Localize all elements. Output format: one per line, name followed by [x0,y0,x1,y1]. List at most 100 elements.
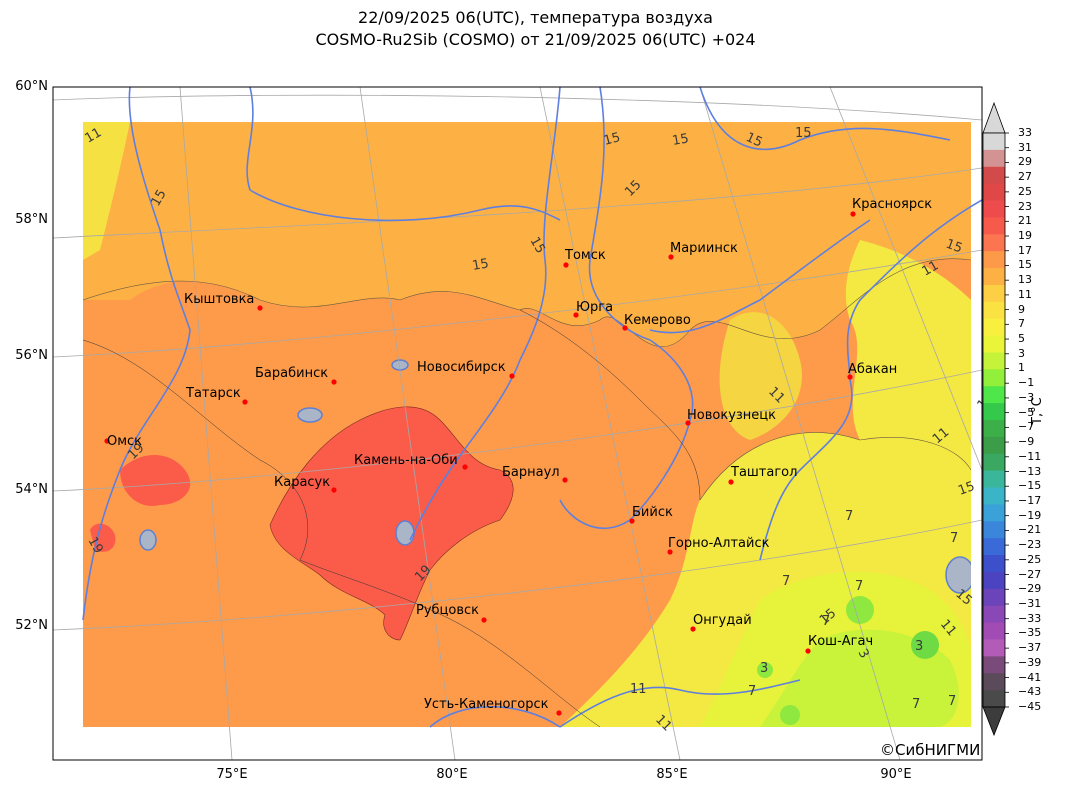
city-marker [562,477,568,483]
colorbar-tick-label: −19 [1018,508,1042,522]
colorbar-tick-label: 29 [1018,155,1032,169]
colorbar-tick-label: −15 [1018,479,1042,493]
isoline-label: 7 [912,697,920,712]
city-label: Татарск [185,386,241,401]
city-label: Кемерово [624,313,691,328]
colorbar-swatch [983,284,1005,303]
lon-label-85: 85°E [656,767,688,782]
colorbar-tick-label: −7 [1018,420,1035,434]
isoline-label: 7 [845,509,853,524]
lon-label-90: 90°E [880,767,912,782]
colorbar-swatch [983,538,1005,556]
colorbar-swatch [983,352,1005,370]
city-marker [850,211,856,217]
lon-label-80: 80°E [436,767,468,782]
colorbar [982,101,1009,737]
isoline-label: 15 [671,131,690,149]
colorbar-tick-label: 31 [1018,140,1032,154]
colorbar-tick-label: −27 [1018,567,1042,581]
city-label: Карасук [274,475,330,490]
isoline-label: 7 [748,684,756,699]
colorbar-swatch [983,133,1005,151]
isoline-label: 7 [822,614,830,629]
colorbar-tick-label: −35 [1018,626,1042,640]
isoline-label: 15 [471,256,490,274]
colorbar-tick-label: −29 [1018,582,1042,596]
city-marker [331,487,337,493]
city-marker [728,479,734,485]
colorbar-tick-label: −23 [1018,538,1042,552]
city-marker [509,373,515,379]
lat-label-58: 58°N [15,212,48,227]
colorbar-tick-label: −43 [1018,685,1042,699]
colorbar-tick-label: −17 [1018,493,1042,507]
colorbar-swatch [983,521,1005,539]
city-markers: Красноярск Томск Мариинск Кыштовка Юрга Кемер… [104,197,932,716]
colorbar-tick-label: −39 [1018,655,1042,669]
isoline-label: 11 [83,125,105,146]
city-marker [257,305,263,311]
isoline-label: 11 [975,390,997,412]
lat-label-54: 54°N [15,482,48,497]
colorbar-swatch [983,200,1005,218]
colorbar-tick-label: 27 [1018,170,1032,184]
colorbar-swatch [983,183,1005,202]
city-marker [331,379,337,385]
city-marker [690,626,696,632]
colorbar-swatch [983,605,1005,624]
colorbar-tick-label: −45 [1018,700,1042,713]
colorbar-swatch [983,251,1005,269]
city-marker [556,710,562,716]
isoline-label: 15 [944,237,965,257]
colorbar-tick-label: −41 [1018,670,1042,684]
isoline-label: 15 [743,130,764,151]
colorbar-swatch [983,453,1005,472]
copyright: ©СибНИГМИ [880,741,981,759]
colorbar-swatch [983,673,1005,691]
colorbar-swatch [983,639,1005,657]
colorbar-tick-label: 9 [1018,302,1025,316]
map-frame [52,86,983,761]
city-label: Горно-Алтайск [668,536,770,551]
colorbar-tick-label: 13 [1018,273,1032,287]
colorbar-tick-label: −13 [1018,464,1042,478]
city-marker [573,312,579,318]
isoline-label: 15 [956,479,977,499]
colorbar-tick-label: −9 [1018,435,1035,449]
colorbar-max-arrow [982,101,1006,134]
colorbar-tick-label: 25 [1018,184,1032,198]
colorbar-swatch [983,403,1005,421]
colorbar-swatch [983,420,1005,438]
colorbar-swatch [983,335,1005,353]
city-marker [104,438,110,444]
city-marker [805,648,811,654]
city-marker [563,262,569,268]
colorbar-swatch [983,504,1005,522]
isoline-label: 7 [950,531,958,546]
isoline-label: 15 [148,187,169,209]
isoline-label: 15 [527,235,548,257]
colorbar-swatch [983,555,1005,573]
city-marker [667,549,673,555]
colorbar-tick-label: 5 [1018,332,1025,346]
colorbar-swatch [983,386,1005,404]
colorbar-tick-label: −31 [1018,596,1042,610]
colorbar-swatch [983,690,1005,708]
city-label: Барнаул [502,465,560,480]
isoline-label: 19 [85,535,106,557]
colorbar-tick-label: 17 [1018,243,1032,257]
map-title-line2: COSMO-Ru2Sib (COSMO) от 21/09/2025 06(UT… [315,30,756,49]
colorbar-tick-label: 23 [1018,199,1032,213]
city-label: Красноярск [852,197,932,212]
colorbar-swatch [983,234,1005,252]
colorbar-swatch [983,571,1005,590]
isoline-label: 15 [602,130,622,149]
colorbar-tick-label: 7 [1018,317,1025,331]
colorbar-swatch [983,470,1005,489]
colorbar-tick-label: 11 [1018,287,1032,301]
lon-label-75: 75°E [216,767,248,782]
colorbar-tick-label: 3 [1018,346,1025,360]
colorbar-tick-label: −21 [1018,523,1042,537]
colorbar-swatch [983,369,1005,387]
colorbar-swatch [983,268,1005,286]
